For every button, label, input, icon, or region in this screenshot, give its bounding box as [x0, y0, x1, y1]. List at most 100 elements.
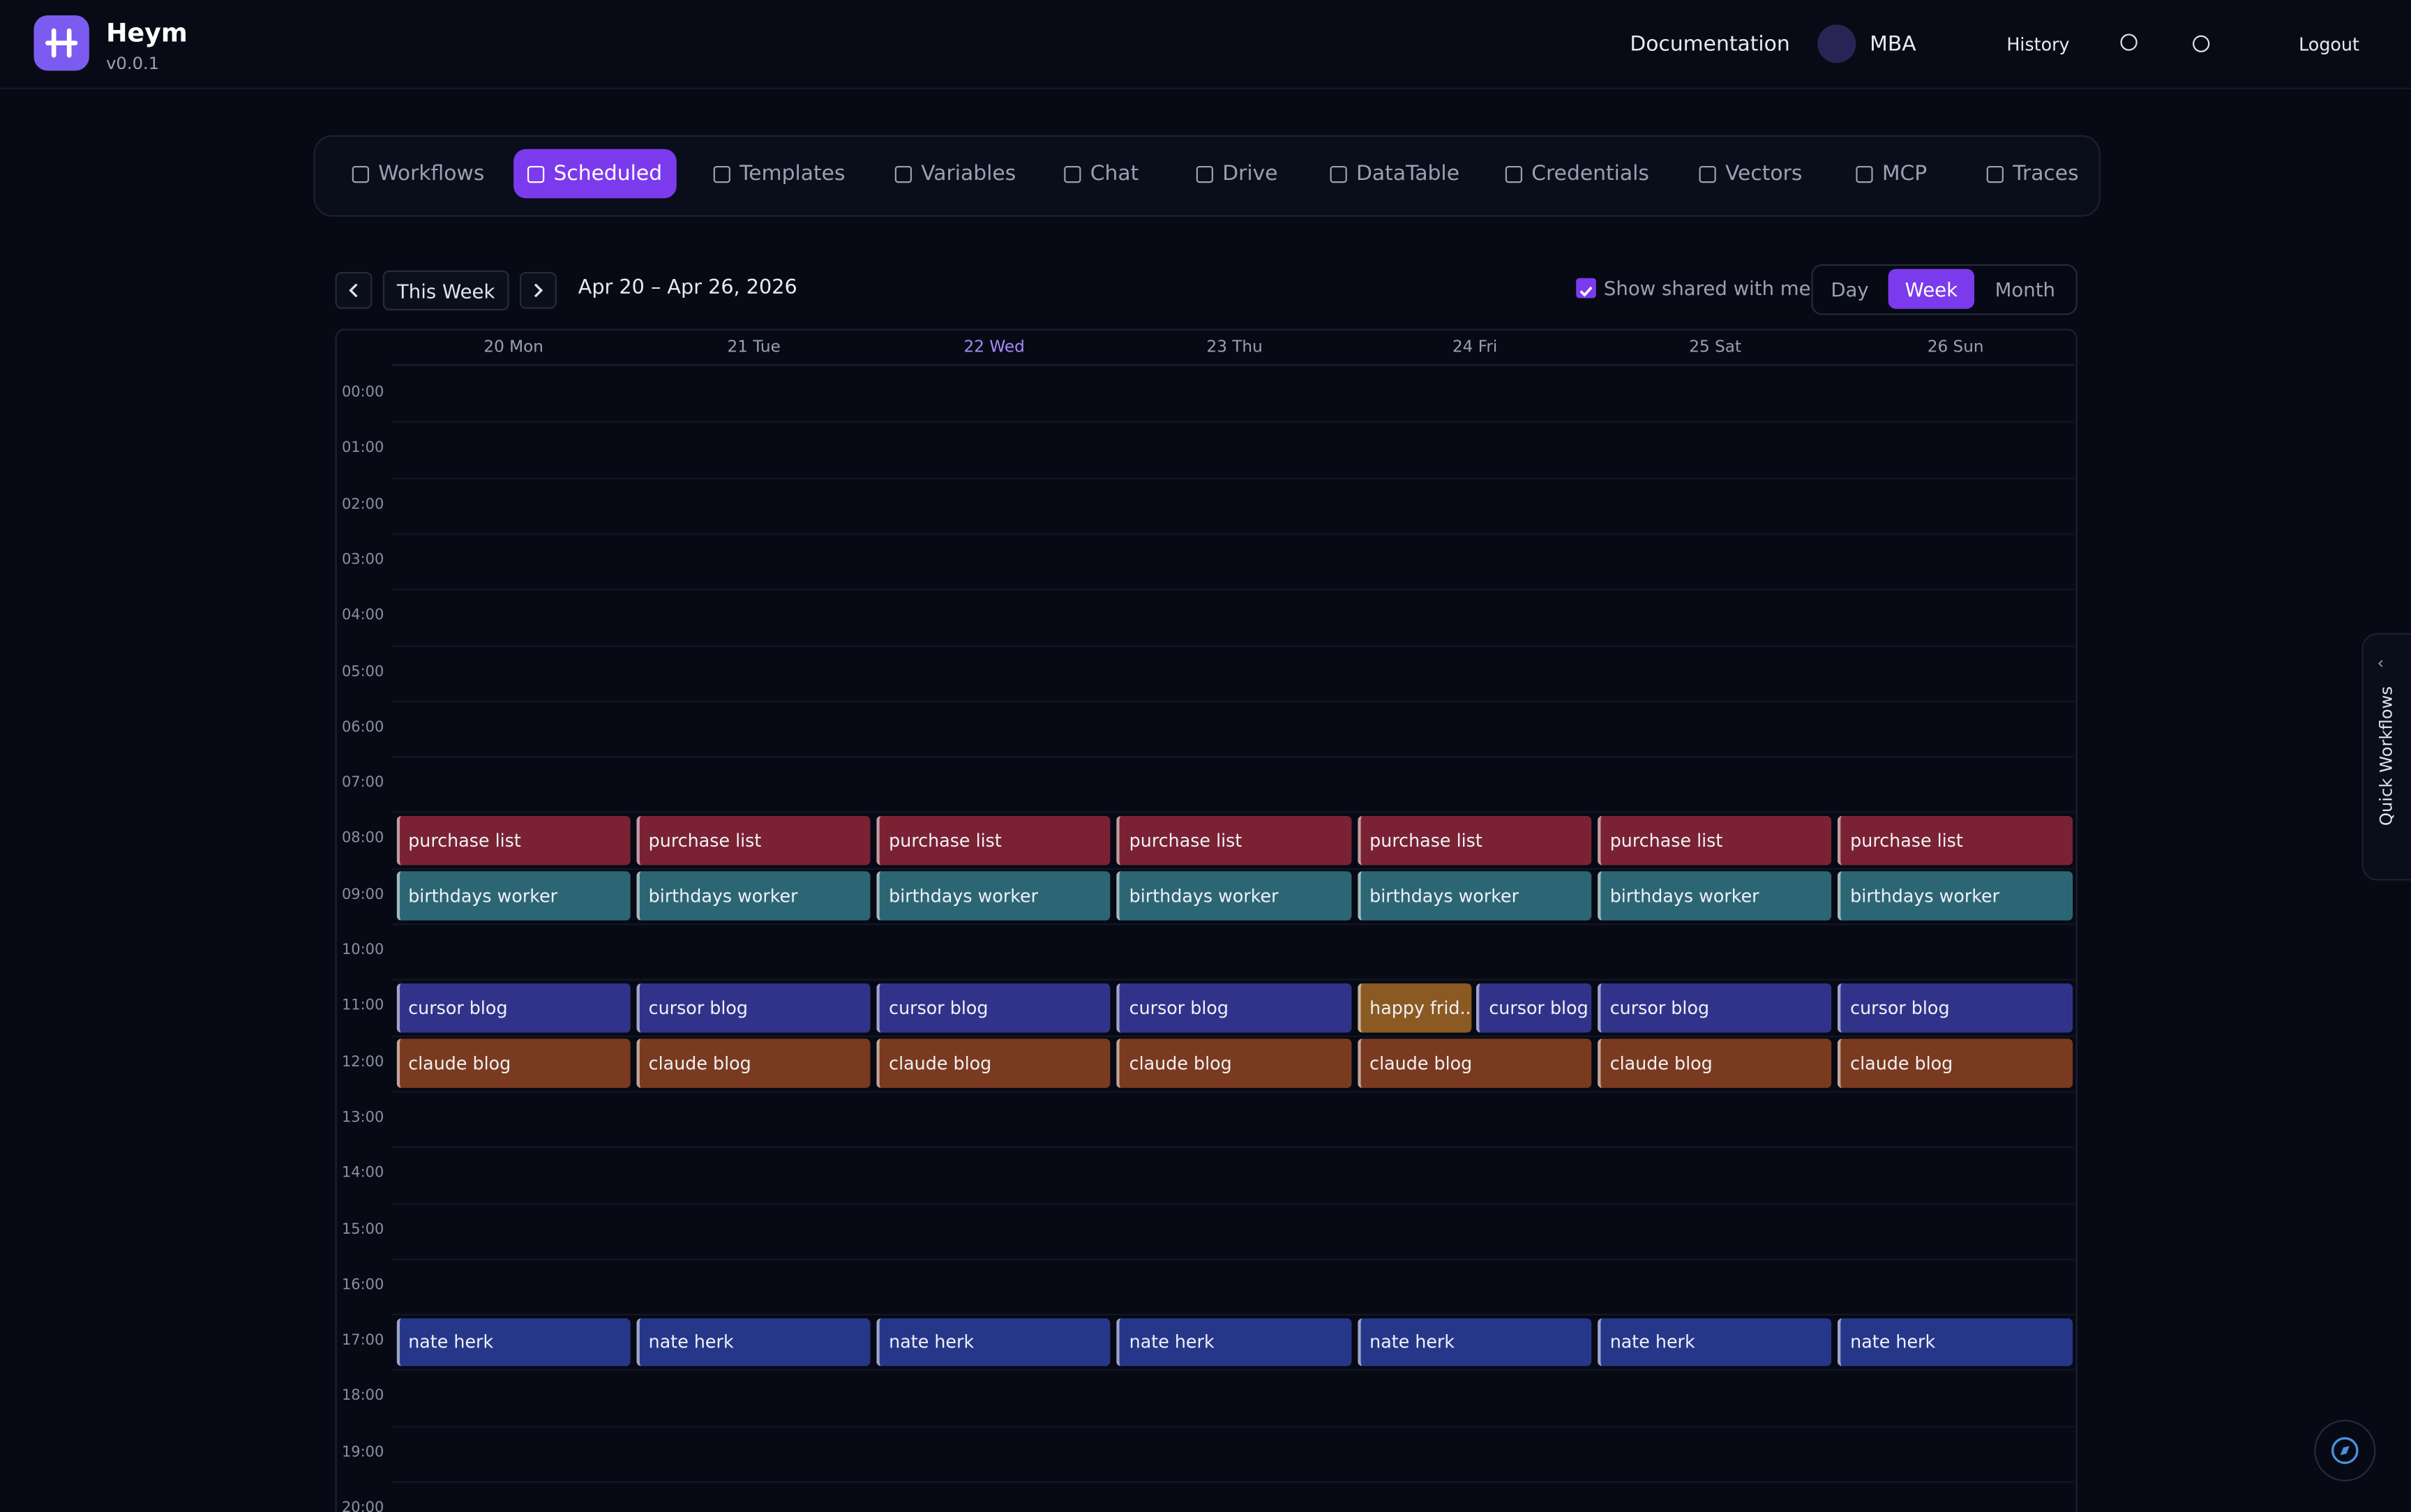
- icon: [534, 283, 543, 298]
- checkbox[interactable]: [1576, 278, 1596, 298]
- event[interactable]: purchase list: [636, 815, 871, 865]
- event[interactable]: claude blog: [636, 1038, 871, 1088]
- tab[interactable]: Credentials: [1492, 149, 1663, 199]
- tab-icon: [1699, 165, 1716, 183]
- event[interactable]: nate herk: [396, 1317, 631, 1367]
- side-panel[interactable]: [2361, 633, 2411, 881]
- day-header: 23 Thu: [1206, 338, 1263, 357]
- event[interactable]: nate herk: [636, 1317, 871, 1367]
- event-cell: claude blog: [1357, 1038, 1592, 1088]
- event[interactable]: claude blog: [1838, 1038, 2073, 1088]
- event[interactable]: claude blog: [1598, 1038, 1832, 1088]
- tab[interactable]: Drive: [1182, 149, 1291, 199]
- event[interactable]: cursor blog: [1598, 983, 1832, 1032]
- hour-label: 08:00: [341, 830, 384, 847]
- this-week-button[interactable]: This Week: [382, 270, 509, 311]
- event-cell: birthdays worker: [1838, 871, 2073, 921]
- event[interactable]: birthdays worker: [1117, 871, 1351, 921]
- event-cell: claude blog: [1598, 1038, 1832, 1088]
- event[interactable]: nate herk: [1117, 1317, 1351, 1367]
- nav-item[interactable]: Documentation: [1630, 32, 1790, 57]
- event[interactable]: nate herk: [1838, 1317, 2073, 1367]
- event[interactable]: birthdays worker: [396, 871, 631, 921]
- event[interactable]: purchase list: [1838, 815, 2073, 865]
- event[interactable]: cursor blog: [876, 983, 1111, 1032]
- event-cell: purchase list: [1357, 815, 1592, 865]
- prev-button[interactable]: [335, 271, 373, 309]
- tab[interactable]: MCP: [1842, 149, 1941, 199]
- hour-label: 15:00: [341, 1220, 384, 1238]
- event[interactable]: claude blog: [1357, 1038, 1592, 1088]
- event[interactable]: birthdays worker: [1598, 871, 1832, 921]
- event[interactable]: purchase list: [1117, 815, 1351, 865]
- tab[interactable]: Scheduled: [513, 149, 676, 199]
- icon[interactable]: [2120, 33, 2138, 51]
- event[interactable]: claude blog: [1117, 1038, 1351, 1088]
- event[interactable]: birthdays worker: [636, 871, 871, 921]
- event-cell: claude blog: [876, 1038, 1111, 1088]
- event[interactable]: birthdays worker: [876, 871, 1111, 921]
- header: [0, 0, 2411, 89]
- event[interactable]: nate herk: [1598, 1317, 1832, 1367]
- tab-icon: [1330, 165, 1347, 183]
- event[interactable]: purchase list: [876, 815, 1111, 865]
- tab-icon: [1986, 165, 2004, 183]
- tab[interactable]: Templates: [700, 149, 859, 199]
- tab-icon: [894, 165, 912, 183]
- icon: [349, 283, 358, 298]
- tab[interactable]: Workflows: [338, 149, 498, 199]
- event-cell: birthdays worker: [396, 871, 631, 921]
- hour-label: 18:00: [341, 1388, 384, 1405]
- event[interactable]: birthdays worker: [1357, 871, 1592, 921]
- event[interactable]: cursor blog: [1838, 983, 2073, 1032]
- event[interactable]: nate herk: [1357, 1317, 1592, 1367]
- tab[interactable]: Variables: [881, 149, 1030, 199]
- tab-label: Workflows: [378, 161, 485, 186]
- event-cell: cursor blog: [1838, 983, 2073, 1032]
- event[interactable]: cursor blog: [636, 983, 871, 1032]
- tab-icon: [1196, 165, 1214, 183]
- event[interactable]: claude blog: [876, 1038, 1111, 1088]
- event-cell: nate herk: [1357, 1317, 1592, 1367]
- event-cell: birthdays worker: [876, 871, 1111, 921]
- tab-label: DataTable: [1356, 161, 1460, 186]
- event[interactable]: happy frid...: [1357, 983, 1473, 1032]
- event[interactable]: cursor blog: [1476, 983, 1592, 1032]
- event[interactable]: cursor blog: [1117, 983, 1351, 1032]
- view-button[interactable]: Week: [1888, 269, 1975, 309]
- tab-icon: [713, 165, 730, 183]
- event[interactable]: purchase list: [1598, 815, 1832, 865]
- event[interactable]: purchase list: [1357, 815, 1592, 865]
- event[interactable]: cursor blog: [396, 983, 631, 1032]
- shared-label: Show shared with me: [1603, 276, 1811, 300]
- avatar[interactable]: [1817, 24, 1856, 63]
- nav-item[interactable]: MBA: [1870, 32, 1916, 57]
- tab[interactable]: Chat: [1050, 149, 1152, 199]
- event-cell: purchase list: [1117, 815, 1351, 865]
- event[interactable]: birthdays worker: [1838, 871, 2073, 921]
- tab[interactable]: DataTable: [1316, 149, 1473, 199]
- event-cell: cursor blog: [1117, 983, 1351, 1032]
- date-range: Apr 20 – Apr 26, 2026: [578, 276, 797, 300]
- nav-item[interactable]: Logout: [2299, 33, 2359, 56]
- logo[interactable]: [33, 15, 89, 71]
- icon: [2331, 1437, 2359, 1465]
- next-button[interactable]: [519, 271, 557, 309]
- event-cell: nate herk: [1598, 1317, 1832, 1367]
- event[interactable]: nate herk: [876, 1317, 1111, 1367]
- tab[interactable]: Traces: [1973, 149, 2093, 199]
- day-header: 21 Tue: [727, 338, 781, 357]
- event[interactable]: claude blog: [396, 1038, 631, 1088]
- icon: [1579, 286, 1593, 297]
- view-button[interactable]: Month: [1995, 277, 2055, 301]
- event-cell: purchase list: [876, 815, 1111, 865]
- grid-line: [392, 1035, 2075, 1037]
- grid-line: [392, 1370, 2075, 1372]
- compass-button[interactable]: [2314, 1419, 2376, 1481]
- nav-item[interactable]: History: [2006, 33, 2070, 56]
- view-button[interactable]: Day: [1831, 277, 1869, 301]
- tab[interactable]: Vectors: [1685, 149, 1816, 199]
- event-cell: birthdays worker: [636, 871, 871, 921]
- event[interactable]: purchase list: [396, 815, 631, 865]
- icon[interactable]: [2193, 35, 2210, 52]
